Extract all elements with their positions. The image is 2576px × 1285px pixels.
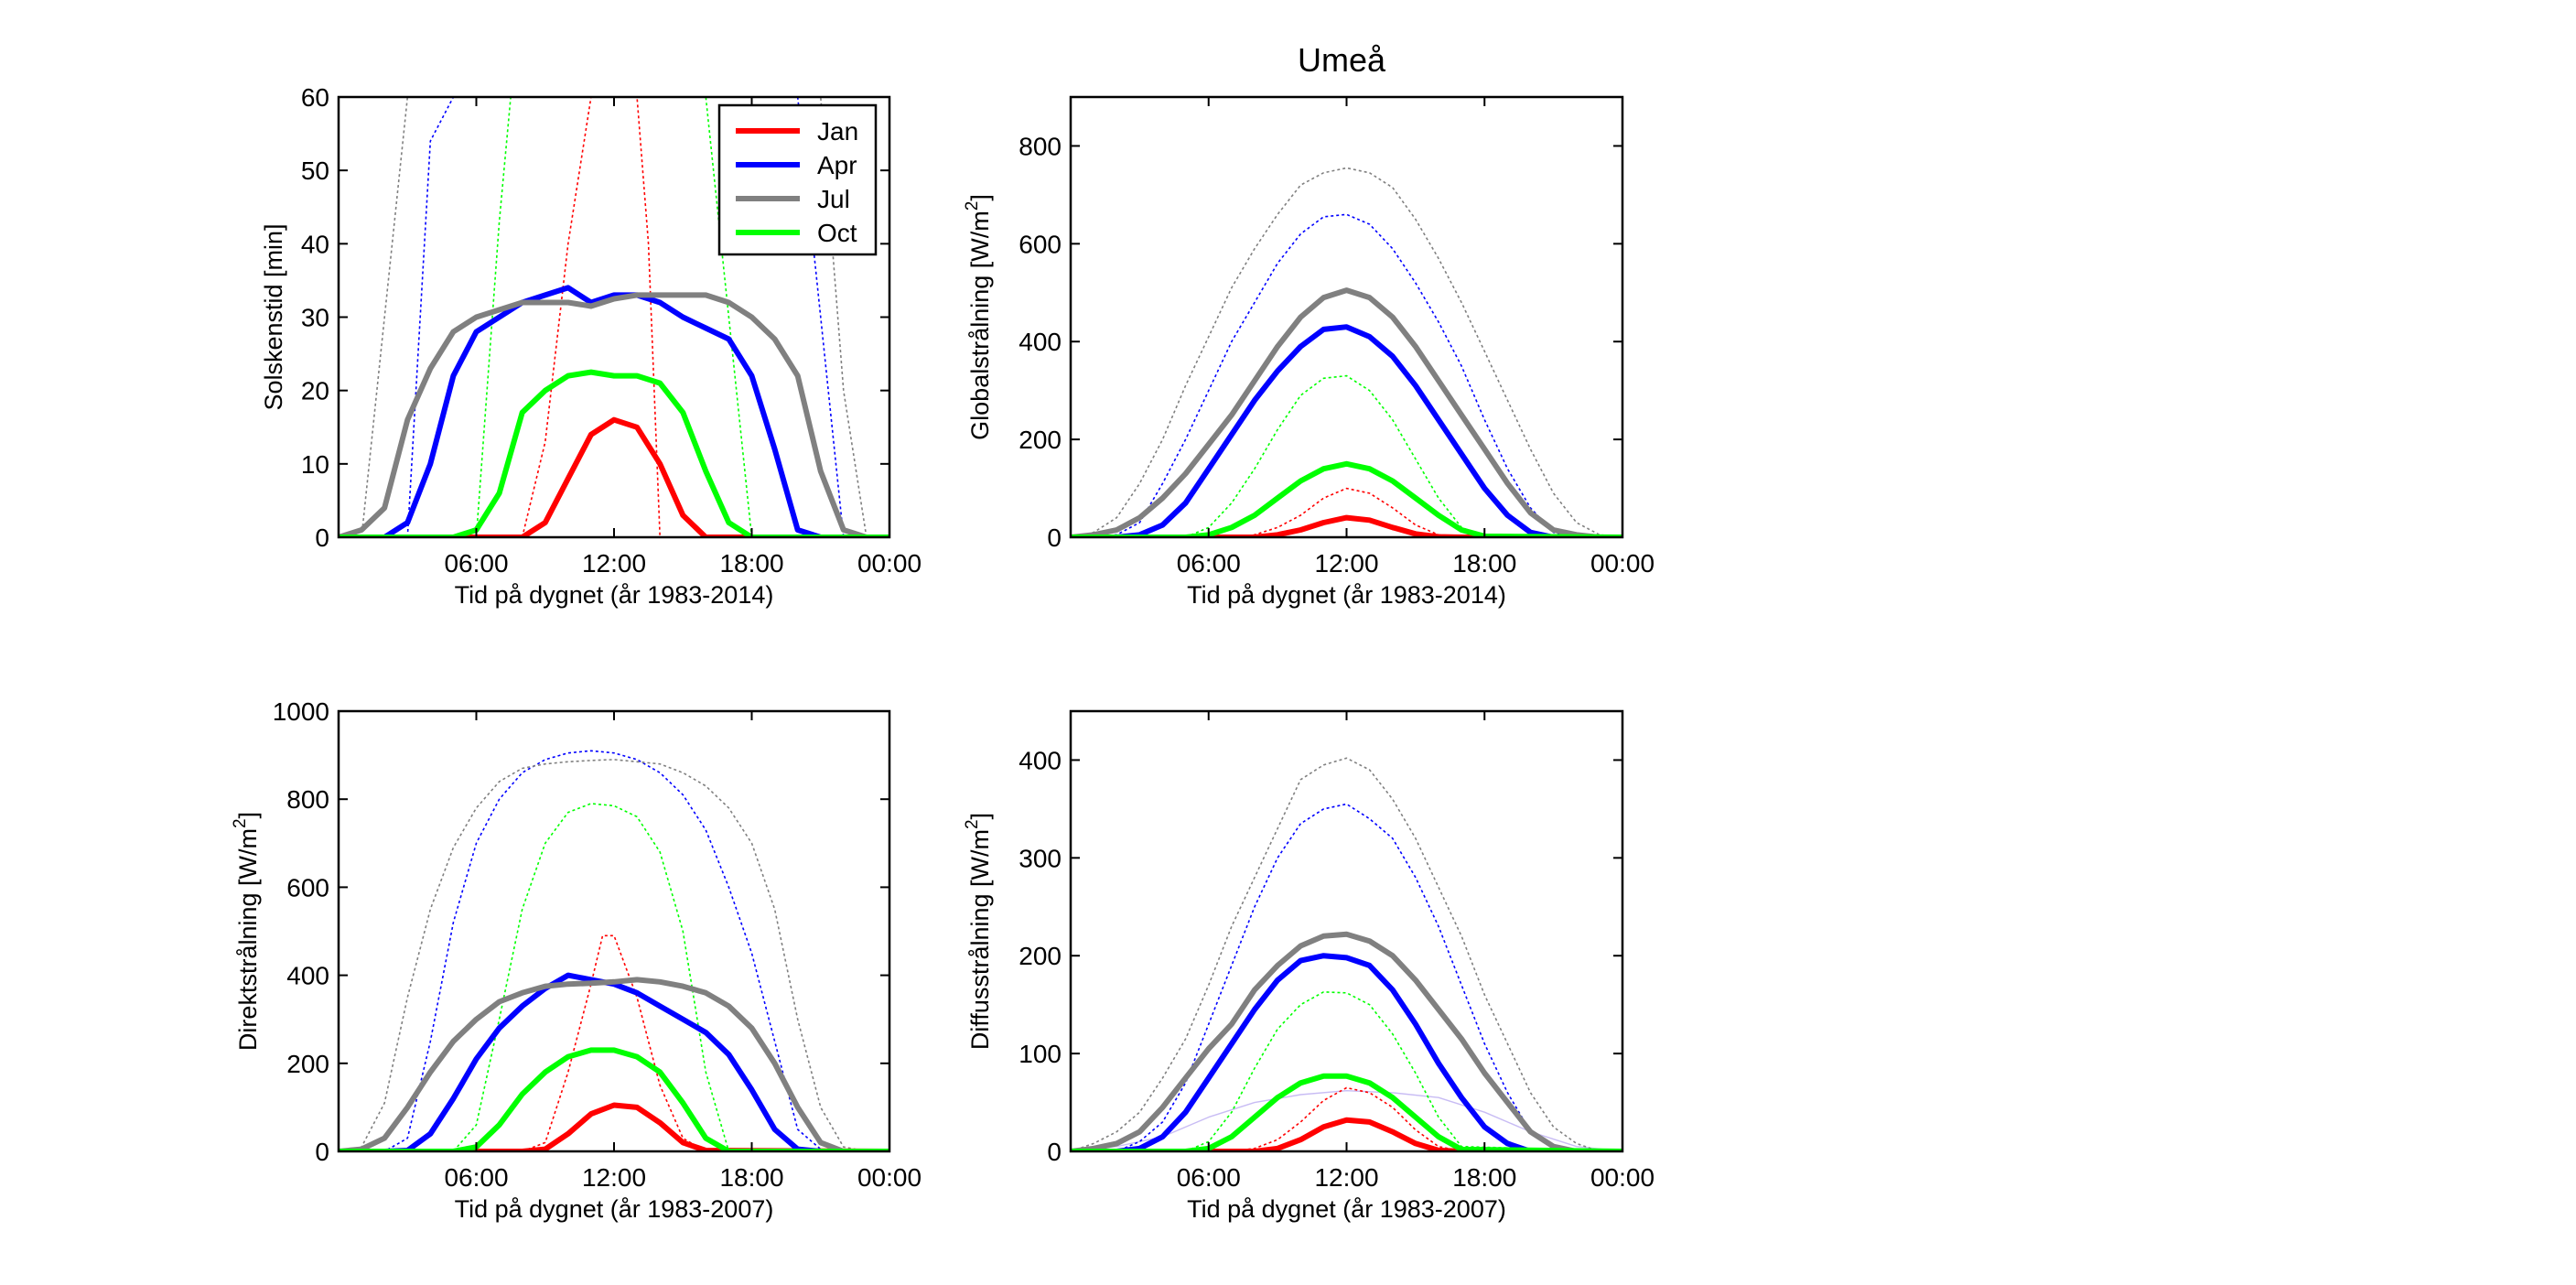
- y-tick-label: 600: [1019, 230, 1062, 258]
- series-oct-max-line: [1071, 991, 1622, 1151]
- series-oct-mean-line: [1071, 460, 1622, 537]
- series-jan-max-line: [522, 934, 706, 1151]
- x-tick-label: 18:00: [1452, 549, 1516, 578]
- x-tick-label: 06:00: [444, 549, 508, 578]
- series-jul-mean-line: [1071, 931, 1622, 1151]
- y-tick-label: 400: [1019, 746, 1062, 774]
- y-axis-label: Globalstrålning [W/m2]: [963, 194, 994, 440]
- y-axis-label: Direktstrålning [W/m2]: [231, 812, 262, 1051]
- y-tick-label: 400: [1019, 328, 1062, 356]
- series-jan-max-line: [521, 97, 661, 537]
- y-tick-label: 600: [286, 873, 329, 902]
- x-axis-label: Tid på dygnet (år 1983-2014): [455, 581, 774, 609]
- axes-frame: [1069, 709, 1624, 1153]
- y-tick-label: 0: [1047, 524, 1062, 552]
- series-oct-max-line: [475, 97, 753, 537]
- y-axis-label: Diffusstrålning [W/m2]: [963, 813, 994, 1050]
- y-tick-label: 0: [315, 1138, 329, 1166]
- legend-label-jul: Jul: [817, 185, 850, 213]
- series-apr-max-line: [1071, 213, 1622, 537]
- subplot-direktstralning: 06:00 12:00 18:00 00:00 0 200 400 600 800 1000 Tid…: [231, 697, 922, 1223]
- x-tick-label: 00:00: [1590, 1163, 1654, 1192]
- x-tick-label: 06:00: [1177, 1163, 1241, 1192]
- y-tick-label: 400: [286, 962, 329, 990]
- x-tick-label: 00:00: [1590, 549, 1654, 578]
- y-axis-label: Solskenstid [min]: [260, 223, 287, 410]
- legend: Jan Apr Jul Oct: [717, 103, 878, 256]
- y-tick-label: 60: [301, 83, 329, 112]
- figure-title: Umeå: [1298, 41, 1386, 79]
- series-jul-max-line: [361, 97, 868, 537]
- series-oct-max-line: [339, 803, 889, 1151]
- plot-lines: [339, 97, 889, 537]
- legend-label-jan: Jan: [817, 117, 858, 146]
- x-tick-label: 12:00: [582, 549, 646, 578]
- series-jul-max-line: [1071, 757, 1622, 1151]
- y-tick-label: 300: [1019, 844, 1062, 872]
- y-tick-label: 200: [1019, 942, 1062, 970]
- series-oct-mean-line: [339, 1047, 889, 1151]
- plot-lines: [1071, 167, 1622, 537]
- subplot-solskenstid: 06:00 12:00 18:00 00:00 0 10 20 30 40 50 60 Tid på …: [260, 83, 922, 609]
- series-jan-max-line: [1231, 487, 1462, 537]
- series-jul-mean-line: [1071, 287, 1622, 537]
- series-jan-max-line: [1231, 1086, 1462, 1151]
- axes-frame: [1069, 95, 1624, 539]
- x-tick-label: 12:00: [1314, 1163, 1378, 1192]
- x-tick-label: 18:00: [719, 549, 783, 578]
- x-axis-label: Tid på dygnet (år 1983-2007): [1187, 1195, 1506, 1223]
- y-tick-label: 40: [301, 230, 329, 258]
- x-tick-label: 06:00: [444, 1163, 508, 1192]
- series-apr-max-line: [406, 97, 845, 537]
- y-tick-label: 1000: [273, 697, 329, 726]
- series-apr-max-line: [339, 750, 889, 1151]
- plot-lines: [1071, 757, 1622, 1151]
- y-tick-label: 800: [1019, 132, 1062, 160]
- x-tick-label: 00:00: [857, 1163, 922, 1192]
- y-tick-label: 0: [315, 524, 329, 552]
- legend-label-oct: Oct: [817, 219, 857, 247]
- series-jan-mean-line: [339, 1102, 889, 1151]
- y-tick-label: 50: [301, 157, 329, 185]
- series-jul-mean-line: [339, 292, 889, 537]
- x-tick-label: 00:00: [857, 549, 922, 578]
- series-jul-max-line: [1071, 167, 1622, 537]
- x-tick-label: 06:00: [1177, 549, 1241, 578]
- series-oct-mean-line: [339, 369, 889, 537]
- legend-label-apr: Apr: [817, 151, 857, 179]
- x-tick-label: 12:00: [582, 1163, 646, 1192]
- series-apr-mean-line: [1071, 953, 1622, 1151]
- y-tick-label: 10: [301, 450, 329, 479]
- x-axis-label: Tid på dygnet (år 1983-2014): [1187, 581, 1506, 609]
- y-tick-label: 800: [286, 785, 329, 814]
- plot-lines: [339, 750, 889, 1151]
- y-tick-label: 30: [301, 304, 329, 332]
- series-jan-mean-line: [339, 416, 889, 537]
- x-tick-label: 18:00: [719, 1163, 783, 1192]
- x-tick-label: 12:00: [1314, 549, 1378, 578]
- series-apr-max-line: [1071, 803, 1622, 1151]
- series-apr-mean-line: [1071, 324, 1622, 537]
- subplot-globalstralning: 06:00 12:00 18:00 00:00 0 200 400 600 800 Tid på …: [963, 95, 1654, 609]
- y-tick-label: 200: [1019, 426, 1062, 454]
- y-tick-label: 200: [286, 1050, 329, 1078]
- y-tick-label: 0: [1047, 1138, 1062, 1166]
- y-tick-label: 20: [301, 377, 329, 405]
- x-tick-label: 18:00: [1452, 1163, 1516, 1192]
- y-tick-label: 100: [1019, 1040, 1062, 1068]
- x-axis-label: Tid på dygnet (år 1983-2007): [455, 1195, 774, 1223]
- series-jul-max-line: [339, 759, 889, 1151]
- series-jul-mean-line: [339, 977, 889, 1151]
- subplot-diffusstralning: 06:00 12:00 18:00 00:00 0 100 200 300 400 Tid på …: [963, 709, 1654, 1223]
- series-oct-mean-line: [1071, 1073, 1622, 1151]
- series-apr-mean-line: [339, 285, 889, 537]
- series-oct-max-line: [1071, 374, 1622, 537]
